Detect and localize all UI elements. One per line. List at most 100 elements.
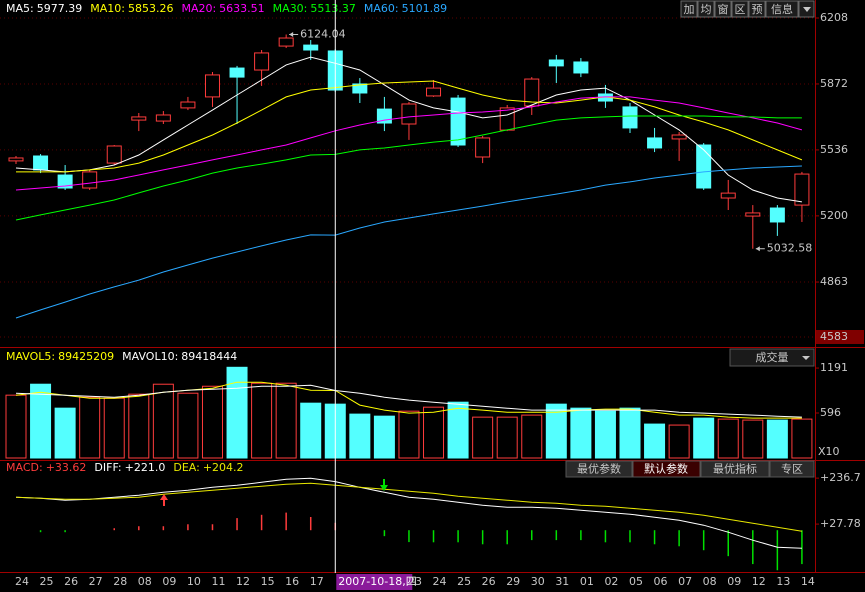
- x-tick-label: 05: [629, 575, 643, 588]
- tab-label[interactable]: 默认参数: [644, 462, 688, 476]
- candle-body: [82, 171, 98, 189]
- readout-value: 5977.39: [37, 2, 83, 15]
- volume-selector[interactable]: 成交量: [729, 348, 815, 367]
- toolbar-button[interactable]: [731, 0, 749, 18]
- tab[interactable]: [700, 460, 770, 478]
- readout-value: 5853.26: [128, 2, 174, 15]
- tab-selected[interactable]: [632, 460, 701, 478]
- selector-label[interactable]: 成交量: [756, 350, 789, 364]
- tick-highlight: [816, 330, 864, 344]
- volume-bar: [152, 383, 174, 459]
- toolbar-label[interactable]: 均: [701, 3, 712, 16]
- volume-bar: [496, 416, 518, 459]
- volume-bar: [717, 418, 739, 459]
- candle-body: [204, 74, 220, 98]
- y-tick-label: 6208: [820, 11, 848, 24]
- annotation-label: 6124.04: [300, 27, 346, 40]
- x-tick-label: 16: [285, 575, 299, 588]
- volume-bar: [423, 406, 445, 459]
- volume-bar: [300, 402, 322, 459]
- annotation-arrowhead: [289, 31, 294, 37]
- selector-box[interactable]: [729, 348, 815, 367]
- tab-label[interactable]: 专区: [781, 462, 803, 476]
- x-tick-label: 08: [138, 575, 152, 588]
- volume-bar: [275, 382, 297, 459]
- readout-value: 5513.37: [310, 2, 356, 15]
- volume-bar: [226, 366, 248, 459]
- readout-value: +204.2: [203, 461, 244, 474]
- volume-bar: [128, 393, 150, 459]
- readout-name: MAVOL5:: [6, 350, 55, 363]
- toolbar-button[interactable]: [765, 0, 799, 18]
- x-tick-label: 24: [433, 575, 447, 588]
- candle-body: [8, 157, 24, 162]
- x-tick-label: 25: [457, 575, 471, 588]
- volume-bar: [103, 397, 125, 459]
- volume-bar: [54, 407, 76, 459]
- tab[interactable]: [565, 460, 633, 478]
- toolbar-label[interactable]: 信息: [771, 2, 793, 16]
- x-tick-label: 12: [236, 575, 250, 588]
- annotation-arrowhead: [755, 246, 760, 252]
- x-tick-label: 17: [310, 575, 324, 588]
- tab[interactable]: [769, 460, 815, 478]
- x-tick-label: 10: [187, 575, 201, 588]
- volume-bar: [177, 392, 199, 459]
- toolbar-label[interactable]: 加: [684, 3, 695, 16]
- x-tick-label: 30: [531, 575, 545, 588]
- menu-arrow[interactable]: [803, 7, 811, 12]
- candle-body: [106, 145, 122, 164]
- indicator-line: [15, 477, 802, 549]
- indicator-line: [15, 115, 802, 221]
- x-tick-label: 2007-10-18,四: [338, 575, 416, 588]
- toolbar-label[interactable]: 预: [752, 3, 763, 16]
- readout-name: MA5:: [6, 2, 34, 15]
- candle-body: [524, 78, 540, 107]
- tab-label[interactable]: 最优参数: [577, 462, 621, 476]
- annotation-label: 5032.58: [767, 242, 813, 255]
- volume-bar: [398, 410, 420, 459]
- toolbar-button[interactable]: [714, 0, 732, 18]
- y-tick-label: 596: [820, 406, 841, 419]
- x-tick-label: 25: [40, 575, 54, 588]
- toolbar-button[interactable]: [748, 0, 766, 18]
- readout-name: MAVOL10:: [122, 350, 178, 363]
- volume-bar: [668, 424, 690, 459]
- selector-arrow[interactable]: [802, 356, 810, 360]
- readout-value: 89425209: [58, 350, 114, 363]
- readout-name: MA60:: [364, 2, 399, 15]
- candle-body: [647, 137, 663, 149]
- candle-body: [401, 103, 417, 125]
- candle-body: [278, 37, 294, 47]
- x-tick-label: 23: [408, 575, 422, 588]
- y-tick-label: +27.78: [820, 517, 861, 530]
- candle-body: [745, 212, 761, 217]
- toolbar-label[interactable]: 区: [735, 3, 746, 16]
- candle-body: [622, 106, 638, 129]
- x-tick-label: 12: [752, 575, 766, 588]
- x-tick-label: 09: [162, 575, 176, 588]
- readout-name: MA20:: [181, 2, 216, 15]
- toolbar-button[interactable]: [680, 0, 698, 18]
- tab-label[interactable]: 最优指标: [713, 462, 757, 476]
- x-tick-label: 13: [776, 575, 790, 588]
- x-tick-label: 31: [555, 575, 569, 588]
- volume-bar: [545, 403, 567, 459]
- candle-body: [720, 192, 736, 199]
- indicator-line: [16, 80, 803, 173]
- volume-bar: [447, 401, 469, 459]
- y-tick-label: 1191: [820, 361, 848, 374]
- x-tick-label: 27: [89, 575, 103, 588]
- candle-body: [33, 155, 49, 171]
- candle-body: [499, 107, 515, 131]
- candle-body: [769, 207, 785, 223]
- toolbar-label[interactable]: 窗: [718, 2, 729, 16]
- x-tick-label: 29: [506, 575, 520, 588]
- readout: MAVOL5: 89425209 MAVOL10: 89418444: [6, 350, 237, 363]
- volume-bar: [472, 416, 494, 459]
- toolbar-button[interactable]: [697, 0, 715, 18]
- x-tick-label: 02: [604, 575, 618, 588]
- volume-bar: [791, 418, 813, 459]
- y-tick-label: +236.7: [820, 471, 861, 484]
- volume-bar: [79, 396, 101, 459]
